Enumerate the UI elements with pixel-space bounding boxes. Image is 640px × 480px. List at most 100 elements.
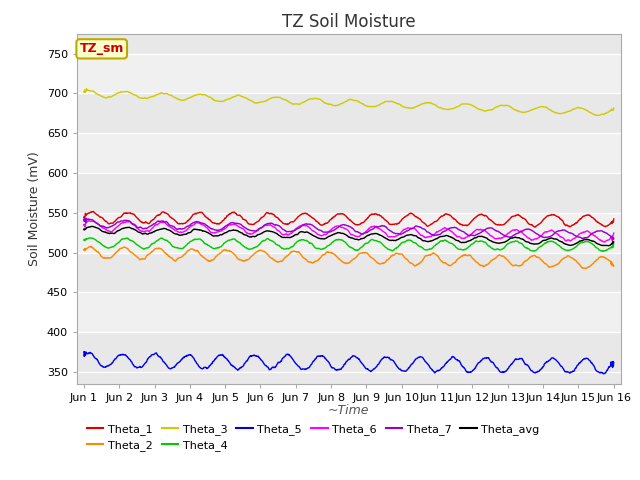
Theta_7 xyxy=(610,235,618,241)
Theta_2 xyxy=(547,264,555,270)
Theta_3 xyxy=(186,95,193,101)
Theta_avg xyxy=(198,228,206,234)
Theta_3 xyxy=(198,92,206,97)
Theta_2 xyxy=(86,244,93,250)
Theta_5 xyxy=(81,349,89,355)
Theta_1 xyxy=(610,216,618,222)
Theta_7 xyxy=(500,233,508,239)
Theta_4 xyxy=(500,245,508,251)
Bar xyxy=(77,173,621,213)
Theta_1 xyxy=(431,219,439,225)
Theta_6 xyxy=(80,222,88,228)
Theta_avg xyxy=(186,230,193,236)
Bar xyxy=(77,332,621,372)
Bar xyxy=(77,213,621,252)
Theta_2 xyxy=(431,251,439,257)
Theta_avg xyxy=(547,235,555,241)
Bar xyxy=(77,53,621,93)
Theta_2 xyxy=(198,253,206,259)
Theta_6 xyxy=(610,230,618,236)
Bar xyxy=(77,133,621,173)
Theta_7 xyxy=(257,225,265,231)
Theta_7 xyxy=(431,232,439,238)
Theta_avg xyxy=(610,239,618,245)
Theta_2 xyxy=(582,265,589,271)
Theta_5 xyxy=(186,352,193,358)
Theta_1 xyxy=(198,210,206,216)
Theta_5 xyxy=(600,371,607,377)
Theta_2 xyxy=(80,247,88,253)
Theta_3 xyxy=(595,112,603,118)
Theta_3 xyxy=(547,108,555,113)
Theta_6 xyxy=(547,228,555,233)
Theta_1 xyxy=(186,216,193,222)
Theta_5 xyxy=(500,369,508,375)
Theta_2 xyxy=(186,248,193,253)
Bar xyxy=(77,292,621,332)
Theta_6 xyxy=(85,218,93,224)
Theta_avg xyxy=(89,224,97,229)
Theta_6 xyxy=(186,225,193,230)
Theta_7 xyxy=(609,237,617,242)
Theta_4 xyxy=(257,239,265,245)
Theta_1 xyxy=(257,215,265,221)
Line: Theta_avg: Theta_avg xyxy=(84,227,614,246)
Theta_1 xyxy=(500,221,508,227)
Theta_7 xyxy=(547,233,555,239)
Theta_4 xyxy=(599,249,607,254)
Theta_4 xyxy=(86,235,94,241)
Theta_7 xyxy=(186,223,193,228)
Bar xyxy=(77,93,621,133)
Theta_avg xyxy=(431,236,439,242)
Theta_5 xyxy=(257,357,265,363)
Theta_1 xyxy=(548,212,556,217)
Theta_3 xyxy=(610,105,618,111)
Line: Theta_2: Theta_2 xyxy=(84,247,614,268)
Theta_5 xyxy=(80,349,88,355)
Theta_6 xyxy=(198,222,206,228)
Theta_avg xyxy=(257,230,265,236)
Theta_7 xyxy=(80,217,88,223)
Theta_4 xyxy=(610,241,618,247)
Theta_7 xyxy=(81,215,88,221)
Theta_avg xyxy=(500,240,508,245)
Legend: Theta_1, Theta_2, Theta_3, Theta_4, Theta_5, Theta_6, Theta_7, Theta_avg: Theta_1, Theta_2, Theta_3, Theta_4, Thet… xyxy=(83,419,544,456)
Title: TZ Soil Moisture: TZ Soil Moisture xyxy=(282,12,415,31)
Theta_5 xyxy=(198,366,206,372)
Line: Theta_5: Theta_5 xyxy=(84,352,614,374)
Theta_2 xyxy=(610,264,618,269)
Theta_4 xyxy=(186,240,193,246)
Theta_4 xyxy=(198,238,206,243)
Y-axis label: Soil Moisture (mV): Soil Moisture (mV) xyxy=(28,151,41,266)
Line: Theta_6: Theta_6 xyxy=(84,221,614,242)
Theta_6 xyxy=(500,234,508,240)
Theta_5 xyxy=(431,370,439,375)
Theta_4 xyxy=(80,237,88,243)
Theta_6 xyxy=(257,225,265,231)
Theta_3 xyxy=(257,99,265,105)
Theta_5 xyxy=(547,356,555,361)
Theta_2 xyxy=(257,248,265,253)
Line: Theta_4: Theta_4 xyxy=(84,238,614,252)
Bar xyxy=(77,252,621,292)
X-axis label: ~Time: ~Time xyxy=(328,405,369,418)
Theta_3 xyxy=(80,89,88,95)
Theta_1 xyxy=(531,224,538,230)
Theta_avg xyxy=(80,226,88,232)
Theta_avg xyxy=(604,243,612,249)
Theta_1 xyxy=(90,209,97,215)
Line: Theta_7: Theta_7 xyxy=(84,218,614,240)
Theta_4 xyxy=(431,242,439,248)
Line: Theta_1: Theta_1 xyxy=(84,212,614,227)
Theta_3 xyxy=(431,102,439,108)
Text: TZ_sm: TZ_sm xyxy=(79,42,124,55)
Theta_6 xyxy=(601,239,609,245)
Theta_3 xyxy=(500,103,508,108)
Theta_3 xyxy=(83,86,90,92)
Theta_4 xyxy=(547,238,555,244)
Line: Theta_3: Theta_3 xyxy=(84,89,614,115)
Theta_1 xyxy=(80,215,88,221)
Theta_5 xyxy=(610,360,618,365)
Theta_7 xyxy=(198,220,206,226)
Theta_6 xyxy=(431,231,439,237)
